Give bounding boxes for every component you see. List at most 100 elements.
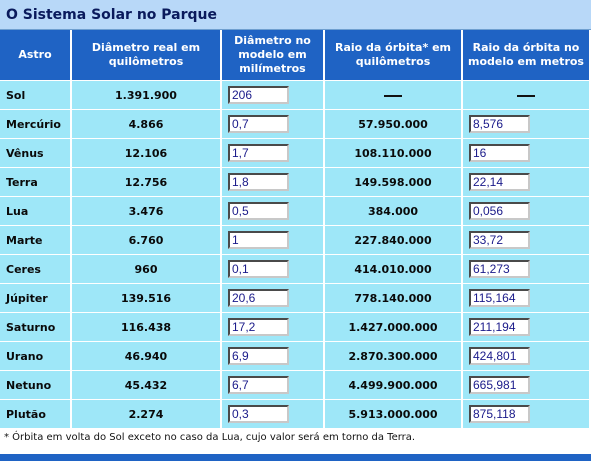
model-diameter-field[interactable] (228, 173, 289, 191)
real-orbit: 149.598.000 (325, 168, 463, 197)
model-diameter-cell (222, 284, 325, 313)
model-orbit-field[interactable] (469, 231, 530, 249)
real-orbit: 1.427.000.000 (325, 313, 463, 342)
model-diameter-cell (222, 139, 325, 168)
model-diameter-field[interactable] (228, 202, 289, 220)
model-diameter-cell (222, 255, 325, 284)
real-diameter: 12.756 (72, 168, 222, 197)
astro-name: Marte (0, 226, 72, 255)
model-diameter-cell (222, 342, 325, 371)
model-diameter-field[interactable] (228, 318, 289, 336)
model-diameter-field[interactable] (228, 347, 289, 365)
table-header-row: Astro Diâmetro real em quilômetros Diâme… (0, 30, 591, 81)
astro-name: Mercúrio (0, 110, 72, 139)
model-orbit-field[interactable] (469, 202, 530, 220)
dash-icon (517, 94, 535, 97)
model-orbit-cell (463, 197, 591, 226)
model-diameter-field[interactable] (228, 289, 289, 307)
model-diameter-field[interactable] (228, 405, 289, 423)
model-orbit-cell (463, 168, 591, 197)
real-orbit: 57.950.000 (325, 110, 463, 139)
model-diameter-field[interactable] (228, 260, 289, 278)
astro-name: Plutão (0, 400, 72, 429)
model-diameter-field[interactable] (228, 144, 289, 162)
real-orbit: 5.913.000.000 (325, 400, 463, 429)
footnote: * Órbita em volta do Sol exceto no caso … (4, 432, 416, 443)
real-diameter: 6.760 (72, 226, 222, 255)
model-diameter-cell (222, 110, 325, 139)
real-diameter: 46.940 (72, 342, 222, 371)
real-orbit: 384.000 (325, 197, 463, 226)
real-orbit: 414.010.000 (325, 255, 463, 284)
real-diameter: 960 (72, 255, 222, 284)
model-orbit-field[interactable] (469, 144, 530, 162)
real-orbit: 778.140.000 (325, 284, 463, 313)
model-orbit-field[interactable] (469, 318, 530, 336)
model-orbit-cell (463, 110, 591, 139)
model-orbit-dash (463, 81, 591, 110)
model-diameter-cell (222, 81, 325, 110)
model-orbit-cell (463, 226, 591, 255)
header-astro: Astro (0, 30, 72, 81)
model-orbit-field[interactable] (469, 173, 530, 191)
real-orbit: 108.110.000 (325, 139, 463, 168)
model-orbit-field[interactable] (469, 115, 530, 133)
model-orbit-cell (463, 400, 591, 429)
model-diameter-cell (222, 197, 325, 226)
real-orbit: 4.499.900.000 (325, 371, 463, 400)
astro-name: Júpiter (0, 284, 72, 313)
astro-name: Saturno (0, 313, 72, 342)
real-orbit: 227.840.000 (325, 226, 463, 255)
model-diameter-cell (222, 400, 325, 429)
real-diameter: 12.106 (72, 139, 222, 168)
model-orbit-cell (463, 139, 591, 168)
model-diameter-cell (222, 371, 325, 400)
bottom-bar (0, 454, 591, 461)
model-diameter-field[interactable] (228, 86, 289, 104)
model-orbit-field[interactable] (469, 376, 530, 394)
astro-name: Terra (0, 168, 72, 197)
table-row: Sol 1.391.900 (0, 81, 591, 110)
model-diameter-field[interactable] (228, 376, 289, 394)
real-diameter: 45.432 (72, 371, 222, 400)
header-model-orbit: Raio da órbita no modelo em metros (463, 30, 591, 81)
model-diameter-field[interactable] (228, 115, 289, 133)
astro-name: Urano (0, 342, 72, 371)
model-orbit-cell (463, 313, 591, 342)
astro-name: Vênus (0, 139, 72, 168)
model-orbit-field[interactable] (469, 405, 530, 423)
solar-system-table: Astro Diâmetro real em quilômetros Diâme… (0, 30, 591, 429)
model-orbit-cell (463, 255, 591, 284)
astro-name: Lua (0, 197, 72, 226)
dash-icon (384, 94, 402, 97)
real-diameter: 116.438 (72, 313, 222, 342)
real-diameter: 139.516 (72, 284, 222, 313)
model-orbit-cell (463, 371, 591, 400)
header-real-orbit: Raio da órbita* em quilômetros (325, 30, 463, 81)
astro-name: Netuno (0, 371, 72, 400)
page-title: O Sistema Solar no Parque (0, 0, 591, 30)
real-orbit: 2.870.300.000 (325, 342, 463, 371)
model-orbit-field[interactable] (469, 260, 530, 278)
model-diameter-cell (222, 226, 325, 255)
header-real-diameter: Diâmetro real em quilômetros (72, 30, 222, 81)
real-diameter: 2.274 (72, 400, 222, 429)
real-orbit-dash (325, 81, 463, 110)
model-diameter-cell (222, 313, 325, 342)
model-orbit-cell (463, 284, 591, 313)
model-orbit-cell (463, 342, 591, 371)
model-diameter-cell (222, 168, 325, 197)
model-orbit-field[interactable] (469, 289, 530, 307)
model-orbit-field[interactable] (469, 347, 530, 365)
header-model-diameter: Diâmetro no modelo em milímetros (222, 30, 325, 81)
model-diameter-field[interactable] (228, 231, 289, 249)
